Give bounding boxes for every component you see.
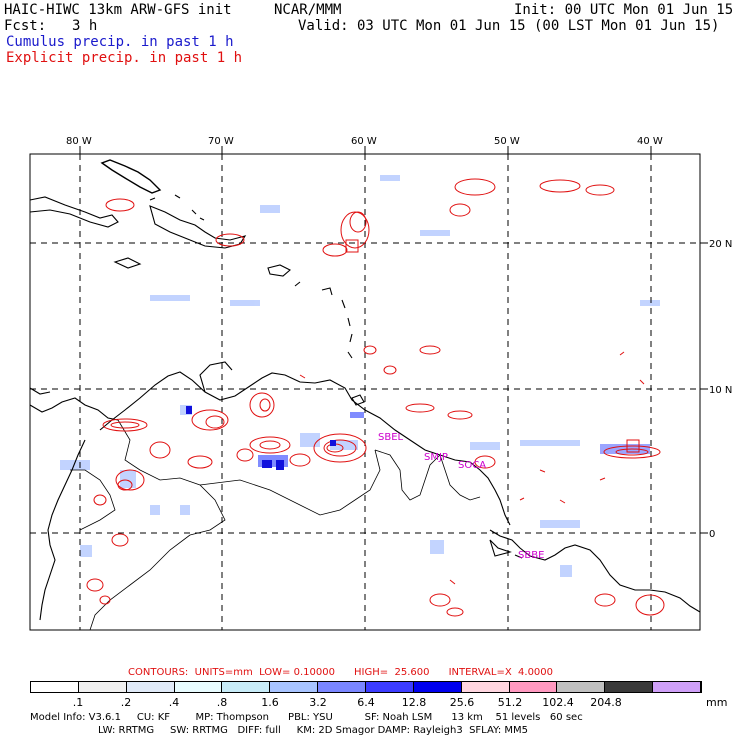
lon-label-60w: 60 W [351,136,377,147]
lat-label-10n: 10 N [709,385,732,396]
colorbar-tick-label: 12.8 [401,696,427,709]
colorbar-segment [222,682,271,692]
colorbar-tick-label: 25.6 [449,696,475,709]
forecast-label: Fcst: [4,18,47,34]
station-sbel: SBEL [378,432,404,443]
station-soca: SOCA [458,460,486,471]
contour-info: CONTOURS: UNITS=mm LOW= 0.10000 HIGH= 25… [128,667,554,678]
lat-label-20n: 20 N [709,239,732,250]
lon-label-80w: 80 W [66,136,92,147]
colorbar-tick-label: .8 [216,696,228,709]
colorbar-labels: .1 .2 .4 .8 1.6 3.2 6.4 12.8 25.6 51.2 102.4 204.8 [30,696,702,709]
forecast-value: 3 h [72,18,98,34]
colorbar-segment [174,682,223,692]
valid-time: Valid: 03 UTC Mon 01 Jun 15 (00 LST Mon … [298,18,720,34]
colorbar-tick-label: 51.2 [497,696,523,709]
model-info-line1: Model Info: V3.6.1 CU: KF MP: Thompson P… [30,712,583,723]
org-label: NCAR/MMM [274,2,342,18]
colorbar-segment [653,682,702,692]
intense-precip-cells [186,406,336,470]
colorbar-tick-label: .4 [168,696,180,709]
colorbar [30,681,702,693]
colorbar-tick-label: .1 [72,696,84,709]
colorbar-unit: mm [706,696,728,709]
explicit-precip-contours [86,178,665,617]
colorbar-segment [31,682,79,692]
colorbar-segment [366,682,414,692]
country-borders [70,419,481,631]
station-sbbe: SBBE [518,550,544,561]
colorbar-segment [78,682,127,692]
colorbar-segment [557,682,606,692]
colorbar-tick-label: 204.8 [590,696,622,709]
colorbar-tick-label: 6.4 [357,696,375,709]
legend-cumulus: Cumulus precip. in past 1 h [6,34,234,50]
colorbar-segment [461,682,510,692]
colorbar-segment [605,682,654,692]
model-title: HAIC-HIWC 13km ARW-GFS init [4,2,232,18]
lon-label-40w: 40 W [637,136,663,147]
lon-label-50w: 50 W [494,136,520,147]
init-time: Init: 00 UTC Mon 01 Jun 15 [514,2,734,18]
cumulus-precip-shading [60,175,660,577]
model-info-line2: LW: RRTMG SW: RRTMG DIFF: full KM: 2D Sm… [98,725,528,736]
axis-ticks [79,146,708,534]
lat-lon-grid [30,154,700,630]
colorbar-segment [126,682,175,692]
colorbar-tick-label: .2 [120,696,132,709]
station-smjp: SMJP [424,452,448,463]
lat-label-0: 0 [709,529,715,540]
colorbar-segment [270,682,319,692]
colorbar-tick-label: 102.4 [542,696,574,709]
colorbar-segment [413,682,462,692]
legend-explicit: Explicit precip. in past 1 h [6,50,243,66]
lon-label-70w: 70 W [208,136,234,147]
colorbar-segment [509,682,558,692]
colorbar-tick-label: 1.6 [261,696,279,709]
colorbar-segment [318,682,367,692]
colorbar-tick-label: 3.2 [309,696,327,709]
